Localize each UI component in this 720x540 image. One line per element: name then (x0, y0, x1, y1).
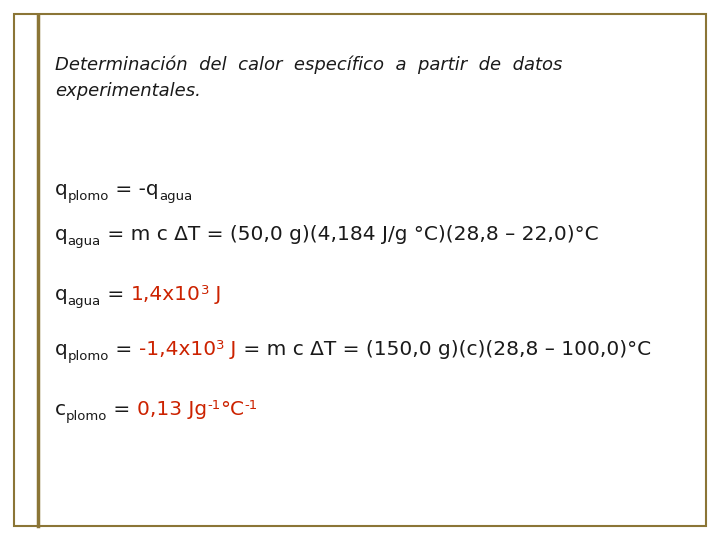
Text: q: q (55, 180, 68, 199)
Text: -1,4x10: -1,4x10 (139, 340, 216, 359)
Text: plomo: plomo (68, 190, 109, 203)
Text: = -q: = -q (109, 180, 158, 199)
Text: c: c (55, 400, 66, 419)
Text: agua: agua (68, 295, 101, 308)
Text: J: J (209, 285, 221, 304)
Text: 1,4x10: 1,4x10 (130, 285, 200, 304)
Text: experimentales.: experimentales. (55, 82, 201, 100)
Text: =: = (101, 285, 130, 304)
Text: =: = (107, 400, 137, 419)
Text: -1: -1 (244, 399, 258, 412)
Text: plomo: plomo (66, 410, 107, 423)
Text: Determinación  del  calor  específico  a  partir  de  datos: Determinación del calor específico a par… (55, 55, 562, 73)
Text: agua: agua (68, 235, 101, 248)
Text: plomo: plomo (68, 350, 109, 363)
Text: q: q (55, 225, 68, 244)
Text: 3: 3 (200, 284, 209, 297)
Text: 3: 3 (216, 339, 225, 352)
Text: -1: -1 (207, 399, 220, 412)
Text: = m c ΔT = (50,0 g)(4,184 J/g °C)(28,8 – 22,0)°C: = m c ΔT = (50,0 g)(4,184 J/g °C)(28,8 –… (101, 225, 598, 244)
Text: °C: °C (220, 400, 244, 419)
Text: =: = (109, 340, 139, 359)
Text: 0,13 Jg: 0,13 Jg (137, 400, 207, 419)
Text: q: q (55, 340, 68, 359)
Text: = m c ΔT = (150,0 g)(c)(28,8 – 100,0)°C: = m c ΔT = (150,0 g)(c)(28,8 – 100,0)°C (237, 340, 651, 359)
Text: q: q (55, 285, 68, 304)
Text: agua: agua (158, 190, 192, 203)
Text: J: J (225, 340, 237, 359)
